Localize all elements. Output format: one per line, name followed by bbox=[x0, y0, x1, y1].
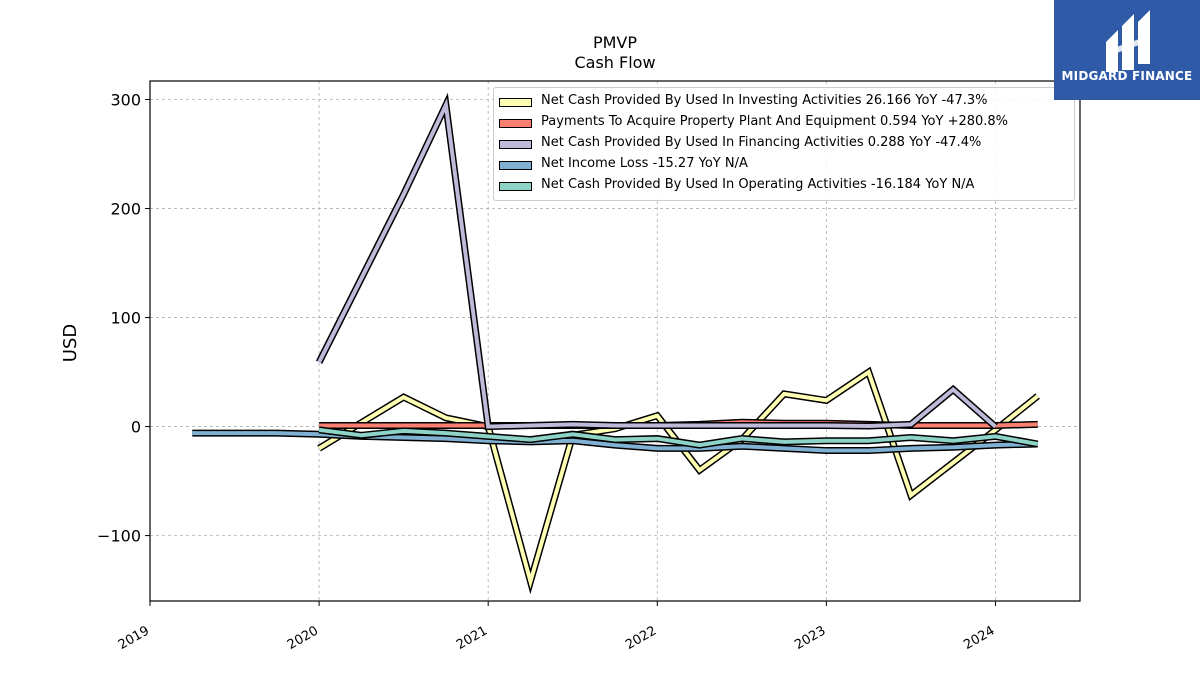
x-tick-label: 2021 bbox=[454, 623, 490, 653]
x-tick-label: 2023 bbox=[792, 623, 828, 653]
legend-swatch bbox=[499, 119, 532, 128]
legend-swatch bbox=[499, 182, 532, 191]
legend-swatch bbox=[499, 140, 532, 149]
y-tick-label: 100 bbox=[110, 309, 141, 328]
legend-label: Net Cash Provided By Used In Financing A… bbox=[541, 135, 982, 150]
series-line bbox=[317, 97, 997, 429]
logo-text: MIDGARD FINANCE bbox=[1061, 69, 1193, 83]
logo-mark-icon bbox=[1106, 10, 1150, 72]
y-tick-label: 200 bbox=[110, 200, 141, 219]
y-axis-label: USD bbox=[60, 324, 81, 362]
plot-frame bbox=[149, 80, 1081, 602]
legend-label: Net Income Loss -15.27 YoY N/A bbox=[541, 156, 748, 171]
legend-label: Net Cash Provided By Used In Investing A… bbox=[541, 93, 988, 108]
legend-swatch bbox=[499, 161, 532, 170]
x-tick-label: 2024 bbox=[961, 623, 997, 653]
chart-subtitle: Cash Flow bbox=[574, 53, 655, 72]
x-tick-label: 2020 bbox=[285, 623, 321, 653]
legend-swatch bbox=[499, 98, 532, 107]
y-tick-label: 300 bbox=[110, 91, 141, 110]
chart-legend: Net Cash Provided By Used In Investing A… bbox=[493, 87, 1075, 201]
series-line bbox=[318, 427, 1039, 448]
y-tick-label: 0 bbox=[131, 418, 141, 437]
chart-title: PMVP bbox=[593, 33, 637, 52]
y-tick-label: −100 bbox=[97, 527, 141, 546]
midgard-finance-logo: MIDGARD FINANCE bbox=[1054, 0, 1200, 100]
x-tick-label: 2022 bbox=[623, 623, 659, 653]
legend-label: Payments To Acquire Property Plant And E… bbox=[541, 114, 1009, 129]
x-tick-label: 2019 bbox=[116, 623, 152, 653]
series-outline bbox=[317, 366, 1040, 595]
legend-label: Net Cash Provided By Used In Operating A… bbox=[541, 177, 975, 192]
